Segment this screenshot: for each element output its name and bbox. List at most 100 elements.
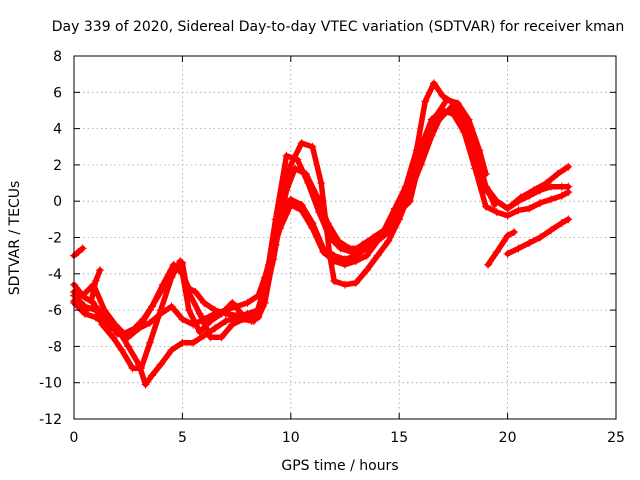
data-point-marker: [564, 182, 573, 191]
data-point-marker: [481, 182, 490, 191]
data-point-marker: [243, 311, 252, 320]
data-point-marker: [176, 257, 185, 266]
data-point-marker: [453, 99, 462, 108]
data-point-marker: [546, 226, 555, 235]
data-point-marker: [169, 260, 178, 269]
data-point-marker: [308, 218, 317, 227]
data-point-marker: [503, 204, 512, 213]
x-tick-labels: 0 5 10 15 20 25: [70, 430, 625, 446]
data-point-marker: [442, 95, 451, 104]
data-point-marker: [221, 306, 230, 315]
series-line: [485, 229, 517, 268]
data-point-marker: [412, 146, 421, 155]
data-point-marker: [438, 91, 447, 100]
y-axis-label: SDTVAR / TECUs: [7, 181, 23, 296]
data-point-marker: [529, 186, 538, 195]
x-tick-label: 10: [282, 430, 300, 446]
data-point-marker: [184, 284, 193, 293]
data-point-marker: [384, 237, 393, 246]
x-tick-label: 5: [178, 430, 187, 446]
data-point-marker: [109, 333, 118, 342]
data-point-marker: [148, 302, 157, 311]
data-point-marker: [178, 338, 187, 347]
data-point-marker: [503, 249, 512, 258]
y-tick-label: -8: [48, 339, 62, 355]
data-point-marker: [546, 195, 555, 204]
data-point-marker: [282, 151, 291, 160]
data-point-marker: [367, 237, 376, 246]
data-point-marker: [438, 108, 447, 117]
y-tick-label: 0: [53, 194, 62, 210]
y-tick-label: 4: [53, 122, 62, 138]
data-point-marker: [362, 266, 371, 275]
data-point-marker: [416, 160, 425, 169]
data-point-marker: [260, 298, 269, 307]
data-point-marker: [317, 179, 326, 188]
data-point-marker: [536, 233, 545, 242]
data-point-marker: [395, 215, 404, 224]
data-point-marker: [232, 311, 241, 320]
data-point-marker: [178, 269, 187, 278]
data-point-marker: [325, 251, 334, 260]
data-point-marker: [557, 218, 566, 227]
data-point-marker: [167, 302, 176, 311]
data-point-marker: [351, 251, 360, 260]
data-point-marker: [553, 169, 562, 178]
data-point-marker: [297, 200, 306, 209]
data-point-marker: [145, 338, 154, 347]
series-track-9: [503, 215, 573, 258]
data-point-marker: [557, 191, 566, 200]
data-point-marker: [128, 364, 137, 373]
data-point-marker: [113, 327, 122, 336]
data-point-marker: [80, 309, 89, 318]
y-tick-label: -12: [39, 412, 62, 428]
data-point-marker: [87, 297, 96, 306]
data-point-marker: [377, 233, 386, 242]
series-line: [71, 80, 572, 371]
data-point-marker: [254, 291, 263, 300]
data-point-marker: [373, 251, 382, 260]
data-point-marker: [228, 320, 237, 329]
data-point-marker: [210, 309, 219, 318]
data-point-marker: [124, 342, 133, 351]
data-point-marker: [184, 306, 193, 315]
data-point-marker: [100, 306, 109, 315]
data-point-marker: [167, 346, 176, 355]
chart-title: Day 339 of 2020, Sidereal Day-to-day VTE…: [52, 19, 624, 35]
data-point-marker: [195, 309, 204, 318]
data-point-marker: [137, 364, 146, 373]
data-point-marker: [191, 287, 200, 296]
data-point-marker: [481, 202, 490, 211]
data-point-marker: [286, 195, 295, 204]
data-point-marker: [514, 206, 523, 215]
data-point-marker: [254, 313, 263, 322]
x-tick-label: 15: [390, 430, 408, 446]
data-point-marker: [156, 309, 165, 318]
data-point-marker: [546, 182, 555, 191]
data-point-marker: [334, 237, 343, 246]
data-point-marker: [96, 266, 105, 275]
data-point-marker: [297, 139, 306, 148]
data-point-marker: [341, 255, 349, 264]
x-tick-label: 0: [70, 430, 79, 446]
data-point-marker: [345, 244, 354, 253]
data-point-marker: [341, 280, 349, 289]
data-point-marker: [406, 188, 415, 197]
data-point-marker: [158, 280, 167, 289]
data-point-marker: [492, 248, 501, 257]
data-point-marker: [139, 315, 148, 324]
data-point-marker: [312, 191, 321, 200]
data-point-marker: [200, 298, 209, 307]
data-point-marker: [217, 333, 226, 342]
data-point-marker: [362, 251, 371, 260]
data-point-marker: [330, 277, 339, 286]
data-point-marker: [471, 142, 480, 151]
y-tick-label: 2: [53, 158, 62, 174]
data-point-marker: [460, 113, 469, 122]
data-point-marker: [301, 169, 310, 178]
series-track-8: [484, 228, 519, 269]
data-point-marker: [260, 273, 269, 282]
data-point-marker: [510, 228, 519, 237]
data-point-marker: [319, 244, 328, 253]
data-point-marker: [189, 338, 198, 347]
